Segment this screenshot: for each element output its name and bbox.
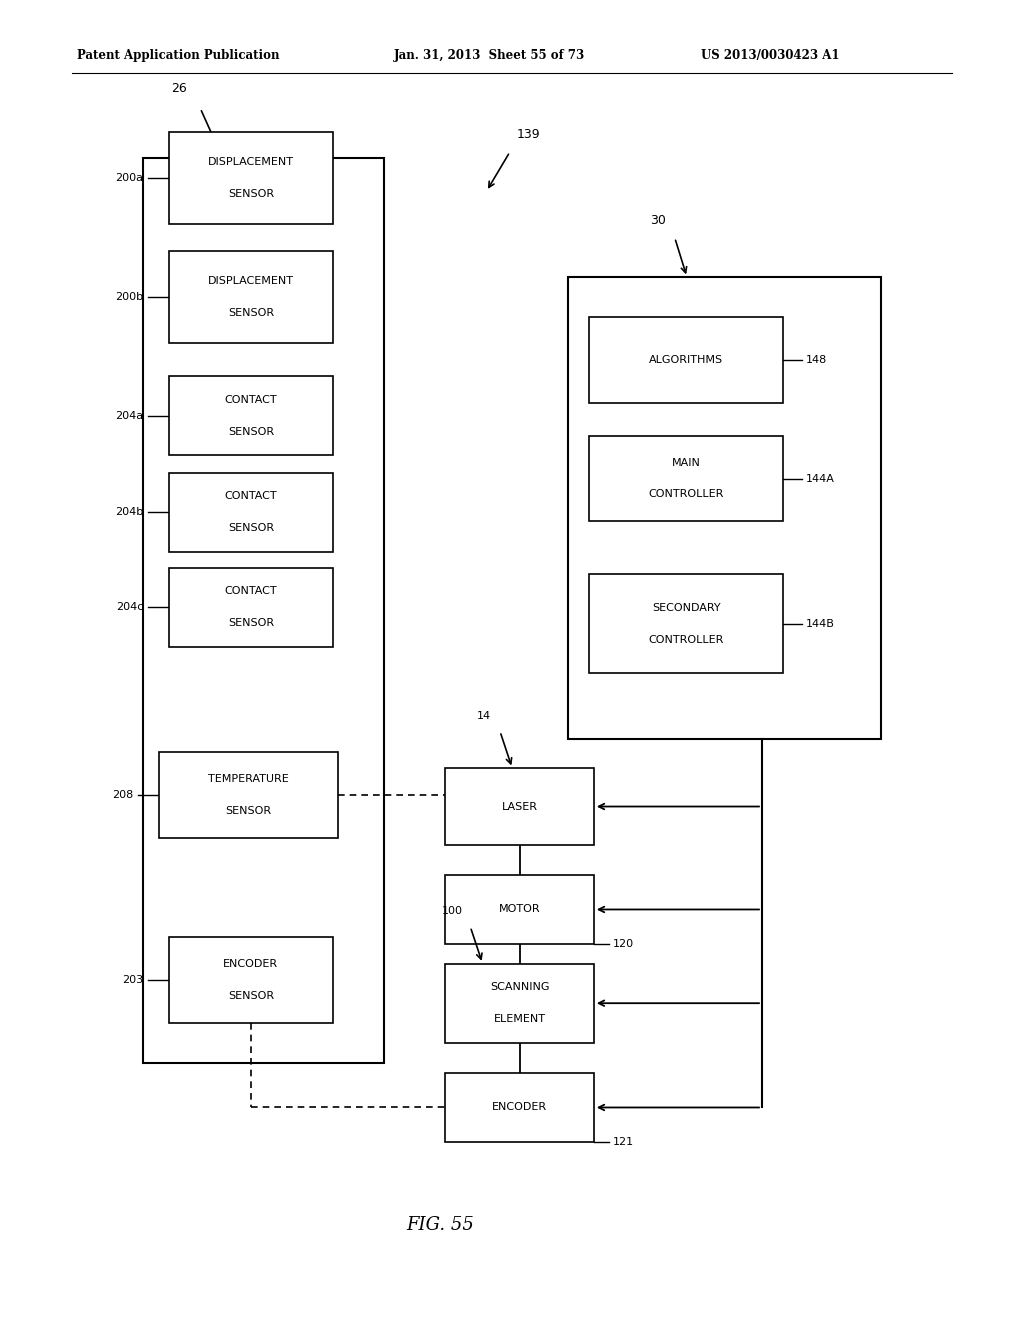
Bar — [589, 574, 783, 673]
Bar — [445, 1073, 594, 1142]
Text: ENCODER: ENCODER — [223, 960, 279, 969]
Bar — [169, 568, 333, 647]
Text: SENSOR: SENSOR — [225, 807, 271, 816]
Bar — [445, 768, 594, 845]
Text: 14: 14 — [476, 710, 490, 721]
Bar — [159, 752, 338, 838]
Text: DISPLACEMENT: DISPLACEMENT — [208, 276, 294, 286]
Text: Jan. 31, 2013  Sheet 55 of 73: Jan. 31, 2013 Sheet 55 of 73 — [394, 49, 586, 62]
Bar — [143, 158, 384, 1063]
Bar — [589, 317, 783, 403]
Text: CONTROLLER: CONTROLLER — [648, 490, 724, 499]
Text: SENSOR: SENSOR — [227, 618, 274, 628]
Bar — [169, 937, 333, 1023]
Text: 139: 139 — [517, 128, 541, 141]
Text: FIG. 55: FIG. 55 — [407, 1216, 474, 1234]
Text: DISPLACEMENT: DISPLACEMENT — [208, 157, 294, 168]
Text: 203: 203 — [122, 975, 143, 985]
Text: 200b: 200b — [116, 292, 143, 302]
Text: SENSOR: SENSOR — [227, 426, 274, 437]
Text: SECONDARY: SECONDARY — [651, 603, 721, 612]
Text: 26: 26 — [171, 82, 186, 95]
Text: LASER: LASER — [502, 801, 538, 812]
Text: CONTROLLER: CONTROLLER — [648, 635, 724, 644]
Bar — [568, 277, 881, 739]
Text: 204b: 204b — [115, 507, 143, 517]
Text: 204c: 204c — [116, 602, 143, 612]
Text: 144A: 144A — [806, 474, 835, 483]
Text: 200a: 200a — [116, 173, 143, 183]
Bar — [445, 964, 594, 1043]
Text: MAIN: MAIN — [672, 458, 700, 467]
Text: 204a: 204a — [116, 411, 143, 421]
Text: 100: 100 — [441, 906, 463, 916]
Text: SENSOR: SENSOR — [227, 523, 274, 533]
Text: CONTACT: CONTACT — [224, 586, 278, 597]
Text: CONTACT: CONTACT — [224, 395, 278, 405]
Text: SENSOR: SENSOR — [227, 189, 274, 199]
Bar — [169, 132, 333, 224]
Text: 121: 121 — [612, 1137, 634, 1147]
Text: CONTACT: CONTACT — [224, 491, 278, 502]
Text: 148: 148 — [806, 355, 827, 364]
Bar — [169, 251, 333, 343]
Bar — [169, 473, 333, 552]
Bar — [169, 376, 333, 455]
Text: 208: 208 — [112, 791, 133, 800]
Bar — [589, 436, 783, 521]
Text: ENCODER: ENCODER — [493, 1102, 547, 1113]
Bar — [445, 875, 594, 944]
Text: 30: 30 — [650, 214, 667, 227]
Text: Patent Application Publication: Patent Application Publication — [77, 49, 280, 62]
Text: US 2013/0030423 A1: US 2013/0030423 A1 — [701, 49, 840, 62]
Text: SENSOR: SENSOR — [227, 991, 274, 1001]
Text: 120: 120 — [612, 939, 634, 949]
Text: ALGORITHMS: ALGORITHMS — [649, 355, 723, 364]
Text: 144B: 144B — [806, 619, 835, 628]
Text: ELEMENT: ELEMENT — [494, 1014, 546, 1024]
Text: SCANNING: SCANNING — [489, 982, 550, 993]
Text: MOTOR: MOTOR — [499, 904, 541, 915]
Text: SENSOR: SENSOR — [227, 308, 274, 318]
Text: TEMPERATURE: TEMPERATURE — [208, 775, 289, 784]
